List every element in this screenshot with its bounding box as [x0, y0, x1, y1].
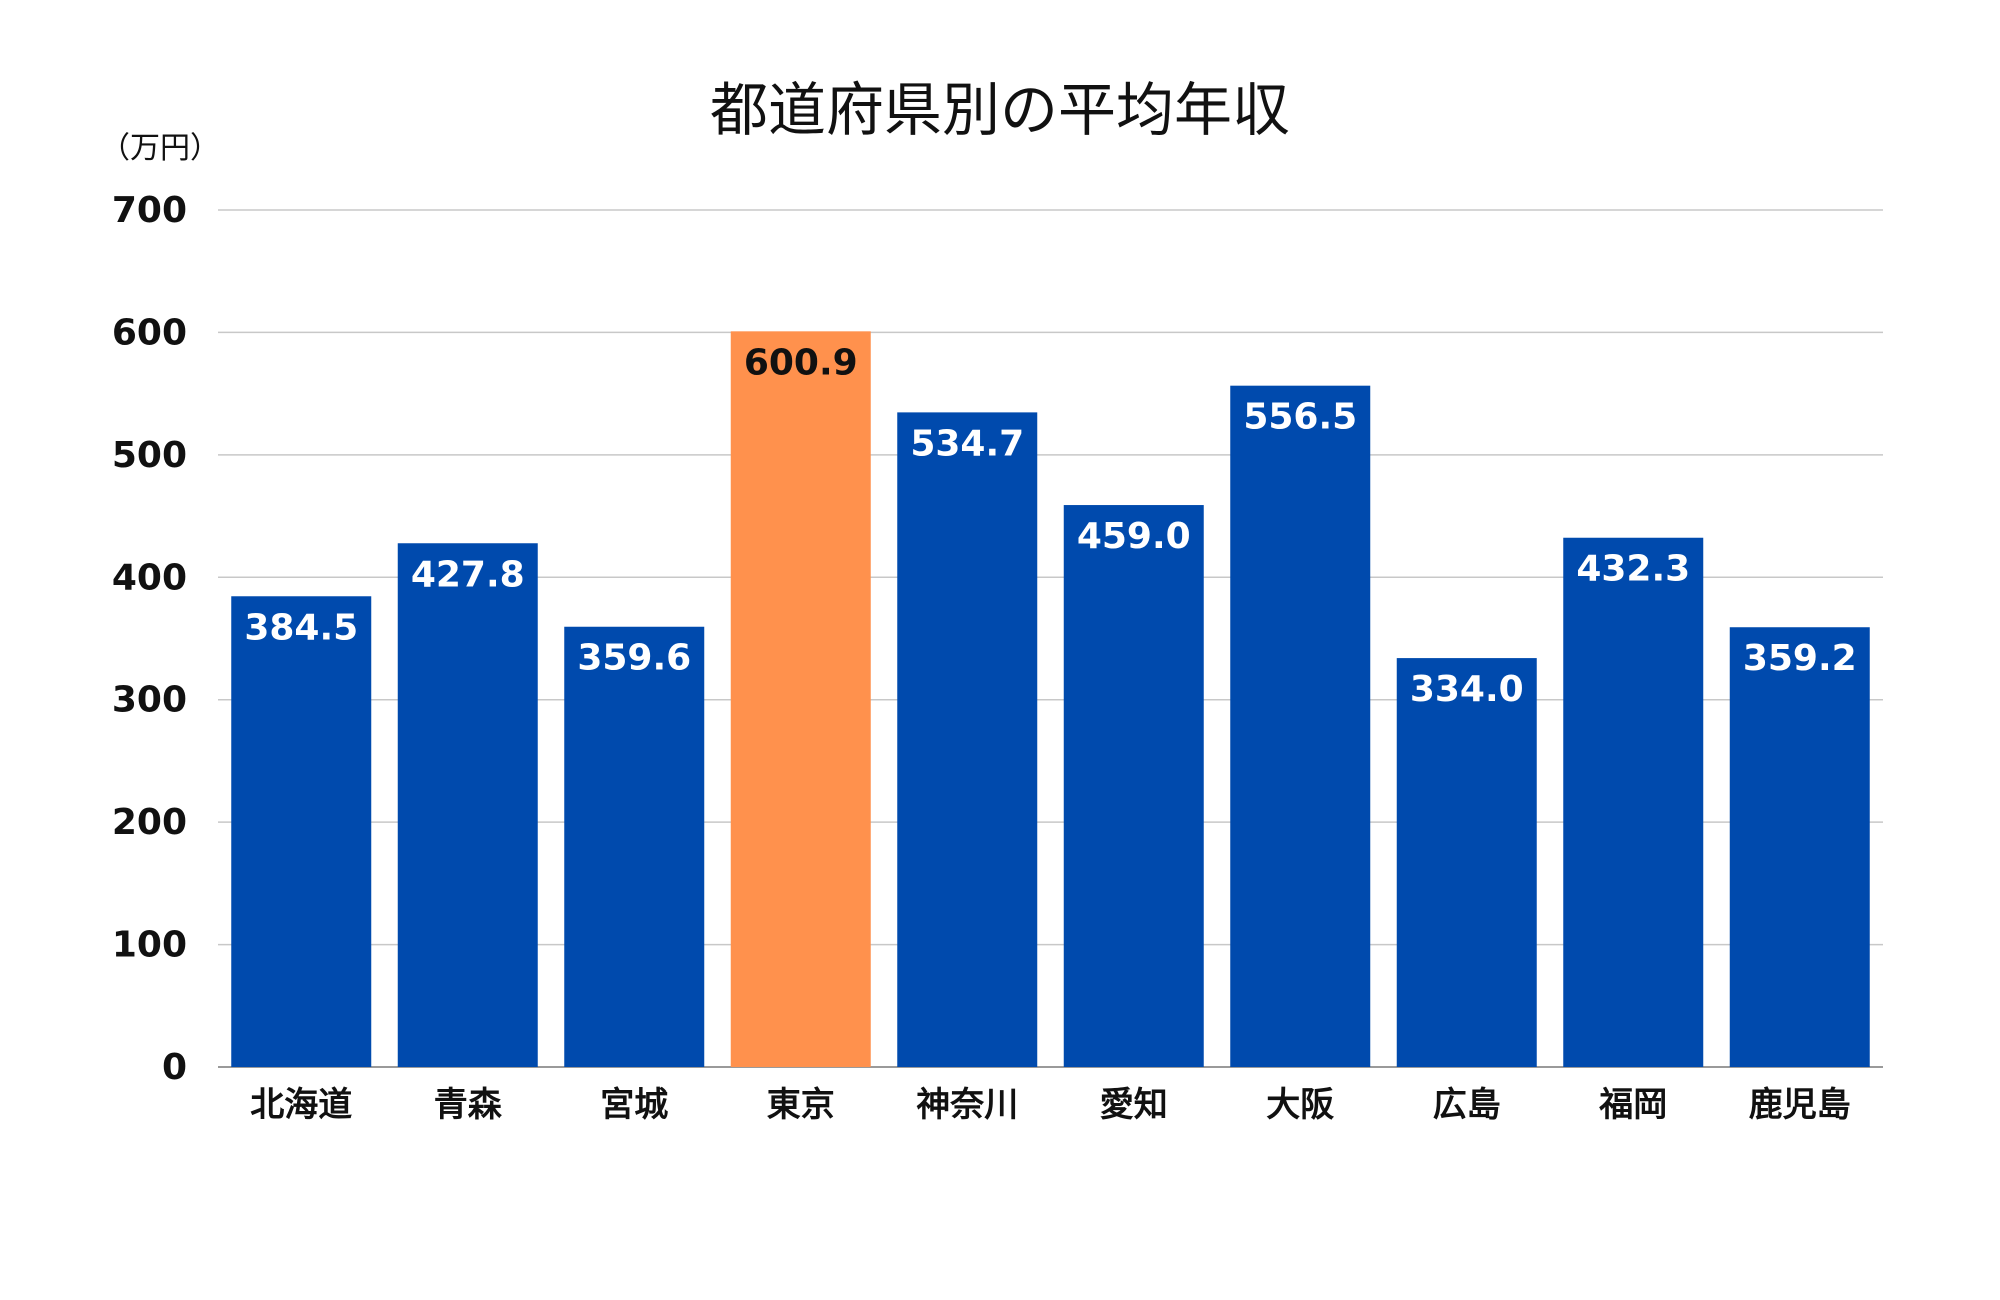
data-label: 459.0	[1077, 516, 1191, 557]
y-tick-label: 700	[112, 190, 187, 231]
bar	[1563, 537, 1704, 1067]
data-label: 432.3	[1576, 549, 1690, 590]
x-tick-label: 福岡	[1598, 1085, 1667, 1125]
bar	[1729, 627, 1870, 1067]
y-tick-label: 600	[112, 312, 187, 353]
data-label: 534.7	[910, 423, 1024, 464]
bar	[1063, 505, 1204, 1067]
y-tick-label: 0	[162, 1047, 187, 1088]
data-labels: 384.5 427.8 359.6 600.9 534.7 459.0 556.5 334.0…	[244, 342, 1856, 710]
bars	[231, 331, 1870, 1068]
x-tick-label: 東京	[767, 1085, 835, 1125]
bar	[1396, 658, 1537, 1067]
x-tick-label: 大阪	[1266, 1085, 1334, 1125]
y-tick-label: 200	[112, 802, 187, 843]
x-axis: 北海道 青森 宮城 東京 神奈川 愛知 大阪 広島 福岡 鹿児島	[250, 1085, 1851, 1125]
x-tick-label: 青森	[434, 1085, 503, 1125]
bar	[397, 543, 538, 1067]
y-tick-label: 100	[112, 925, 187, 966]
bar	[897, 412, 1038, 1068]
data-label: 334.0	[1410, 669, 1524, 710]
bar	[730, 331, 871, 1067]
chart-title: 都道府県別の平均年収	[710, 76, 1290, 144]
x-tick-label: 広島	[1433, 1085, 1501, 1125]
data-label: 359.6	[577, 638, 691, 679]
x-tick-label: 神奈川	[916, 1085, 1018, 1125]
bar	[1230, 385, 1371, 1067]
y-axis-unit-label: （万円）	[100, 131, 220, 166]
data-label: 384.5	[244, 607, 358, 648]
data-label: 556.5	[1243, 397, 1357, 438]
y-axis: 0 100 200 300 400 500 600 700	[112, 190, 187, 1088]
bar	[564, 626, 705, 1067]
x-tick-label: 愛知	[1100, 1085, 1168, 1125]
y-tick-label: 500	[112, 435, 187, 476]
x-tick-label: 宮城	[600, 1085, 668, 1125]
bar	[231, 596, 372, 1067]
data-label: 359.2	[1743, 638, 1857, 679]
x-tick-label: 北海道	[250, 1085, 352, 1125]
data-label: 600.9	[744, 342, 858, 383]
x-tick-label: 鹿児島	[1749, 1085, 1851, 1125]
y-tick-label: 300	[112, 680, 187, 721]
y-tick-label: 400	[112, 557, 187, 598]
data-label: 427.8	[411, 554, 525, 595]
